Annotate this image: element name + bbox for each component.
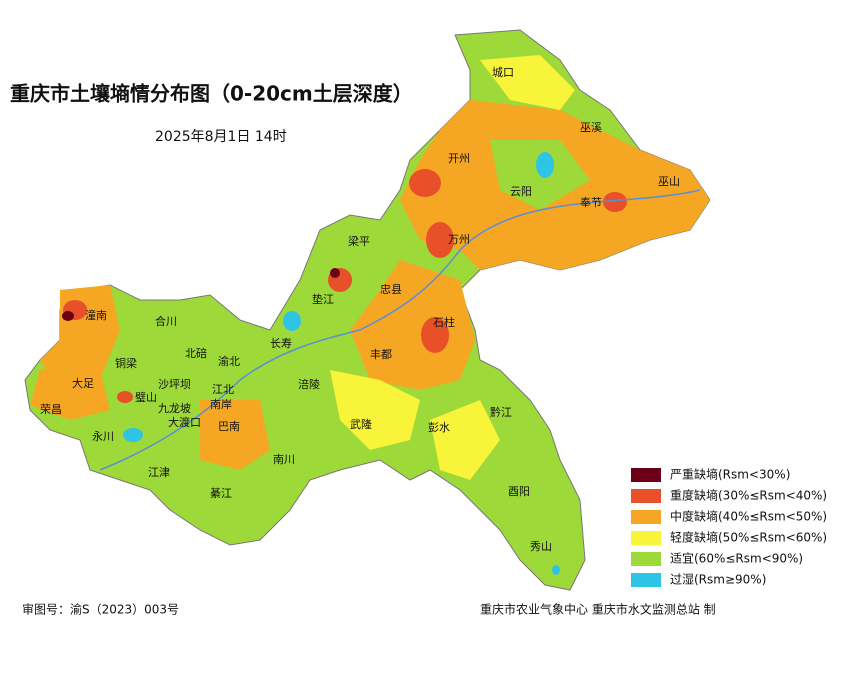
district-label: 铜梁	[115, 356, 137, 370]
district-label: 城口	[492, 66, 514, 79]
district-labels: 城口 巫溪 开州 云阳 奉节 巫山 梁平 万州 垫江 忠县 石柱 潼南 合川 长…	[40, 66, 680, 553]
legend-label: 过湿(Rsm≥90%)	[670, 572, 766, 587]
district-label: 涪陵	[298, 377, 320, 391]
district-label: 长寿	[270, 336, 292, 350]
date: 2025年8月1日 14时	[155, 129, 287, 145]
district-label: 大渡口	[168, 415, 201, 429]
district-label: 彭水	[428, 420, 450, 434]
approval-number: 审图号：渝S（2023）003号	[22, 602, 179, 617]
title: 重庆市土壤墒情分布图（0-20cm土层深度）	[10, 82, 413, 106]
district-label: 石柱	[433, 315, 455, 329]
map	[24, 29, 711, 591]
district-label: 开州	[448, 152, 470, 165]
producer: 重庆市农业气象中心 重庆市水文监测总站 制	[480, 602, 716, 617]
district-label: 北碚	[185, 346, 207, 360]
district-label: 南岸	[210, 398, 232, 411]
district-label: 忠县	[380, 283, 402, 296]
legend: 严重缺墒(Rsm<30%) 重度缺墒(30%≤Rsm<40%) 中度缺墒(40%≤R…	[631, 467, 827, 587]
legend-label: 适宜(60%≤Rsm<90%)	[670, 551, 803, 566]
district-label: 潼南	[85, 308, 107, 322]
district-label: 大足	[72, 376, 94, 390]
legend-label: 严重缺墒(Rsm<30%)	[670, 467, 790, 482]
drought-patches	[30, 55, 710, 575]
district-label: 垫江	[312, 292, 334, 306]
district-label: 梁平	[348, 234, 370, 248]
legend-label: 中度缺墒(40%≤Rsm<50%)	[670, 509, 827, 524]
district-label: 丰都	[370, 348, 392, 361]
district-label: 沙坪坝	[158, 377, 191, 391]
legend-label: 重度缺墒(30%≤Rsm<40%)	[670, 488, 827, 503]
district-label: 南川	[273, 453, 295, 466]
district-label: 綦江	[210, 487, 232, 500]
district-label: 酉阳	[508, 485, 530, 498]
district-label: 永川	[92, 429, 114, 443]
legend-swatch	[631, 489, 661, 503]
district-label: 云阳	[510, 185, 532, 198]
district-label: 九龙坡	[158, 402, 191, 415]
district-label: 璧山	[135, 390, 157, 404]
district-label: 巴南	[218, 420, 240, 433]
district-label: 武隆	[350, 417, 372, 431]
district-label: 江北	[212, 383, 234, 396]
district-label: 江津	[148, 466, 170, 479]
district-label: 渝北	[218, 354, 240, 368]
district-label: 黔江	[490, 405, 512, 419]
district-label: 万州	[448, 233, 470, 246]
district-label: 荣昌	[40, 403, 62, 416]
river	[99, 189, 701, 471]
district-label: 合川	[155, 314, 177, 328]
legend-swatch	[631, 573, 661, 587]
district-label: 奉节	[580, 195, 602, 209]
district-label: 巫溪	[580, 121, 602, 134]
legend-label: 轻度缺墒(50%≤Rsm<60%)	[670, 530, 827, 545]
legend-swatch	[631, 510, 661, 524]
district-label: 巫山	[658, 175, 680, 188]
legend-swatch	[631, 531, 661, 545]
district-label: 秀山	[530, 540, 552, 553]
legend-swatch	[631, 552, 661, 566]
legend-swatch	[631, 468, 661, 482]
